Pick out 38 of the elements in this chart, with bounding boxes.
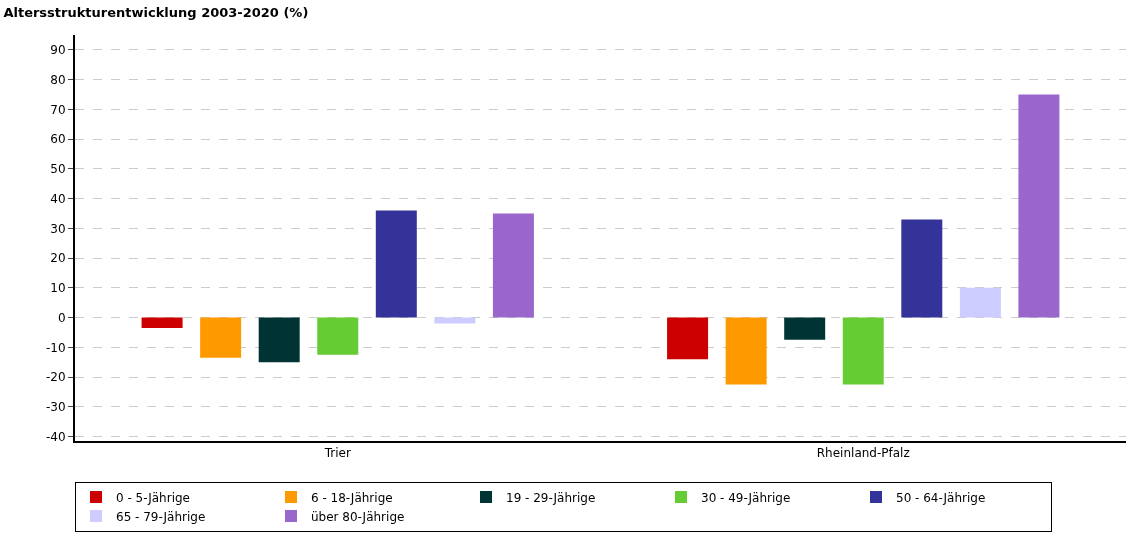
- y-tick-label: 10: [50, 281, 66, 296]
- legend-label: 6 - 18-Jährige: [311, 490, 393, 505]
- y-tick-label: 20: [50, 251, 66, 266]
- legend-label: 19 - 29-Jährige: [506, 490, 596, 505]
- bar: [667, 317, 709, 360]
- legend-label: 30 - 49-Jährige: [701, 490, 791, 505]
- y-tick-label: -40: [45, 429, 66, 444]
- legend-label: 50 - 64-Jährige: [896, 490, 986, 505]
- y-tick-label: 80: [50, 72, 66, 87]
- y-tick-label: 0: [57, 310, 66, 325]
- bar: [1018, 94, 1060, 318]
- y-tick-label: 50: [50, 162, 66, 177]
- bar: [141, 317, 183, 328]
- bar: [959, 287, 1001, 318]
- y-tick-label: 70: [50, 102, 66, 117]
- x-tick-label: Rheinland-Pfalz: [816, 446, 910, 461]
- legend-label: 0 - 5-Jährige: [116, 490, 190, 505]
- chart-title: Altersstrukturentwicklung 2003-2020 (%): [3, 5, 309, 21]
- y-tick-label: -20: [45, 370, 66, 385]
- legend-label: über 80-Jährige: [311, 509, 405, 524]
- y-tick-label: -30: [45, 399, 66, 414]
- y-tick-label: 40: [50, 191, 66, 206]
- y-tick-label: 60: [50, 132, 66, 147]
- y-tick-label: 90: [50, 43, 66, 58]
- bar: [258, 317, 300, 363]
- legend-label: 65 - 79-Jährige: [116, 509, 206, 524]
- y-tick-label: -10: [45, 340, 66, 355]
- bar: [375, 210, 417, 318]
- y-tick-label: 30: [50, 221, 66, 236]
- bar: [434, 317, 476, 324]
- bar: [842, 317, 884, 385]
- bar: [317, 317, 359, 355]
- bar: [725, 317, 767, 385]
- bar: [200, 317, 242, 358]
- bar: [901, 219, 943, 318]
- bar: [784, 317, 826, 340]
- bar: [492, 213, 534, 318]
- x-tick-label: Trier: [323, 446, 351, 461]
